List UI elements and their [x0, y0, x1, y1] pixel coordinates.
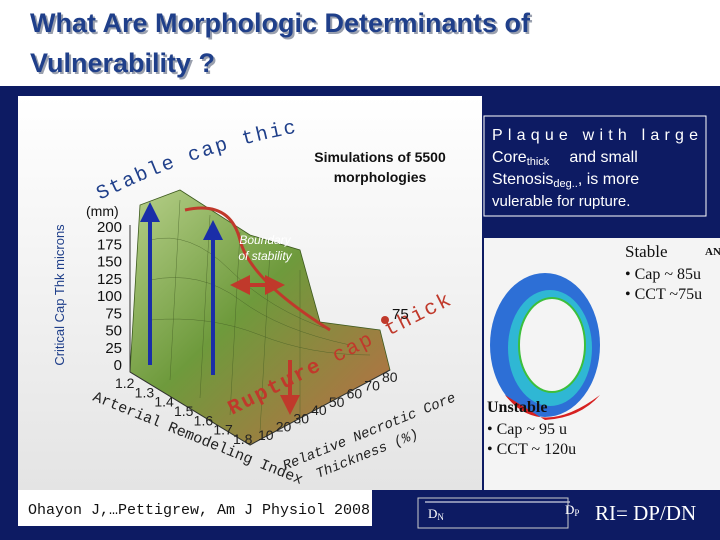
unstable-label: Unstable [487, 399, 547, 416]
simulations-label: Simulations of 5500 [314, 149, 446, 165]
z-tick-label: 200 [97, 219, 122, 236]
marker-label: 75 [392, 306, 409, 323]
y-tick-label: 50 [329, 394, 345, 410]
boundary-label: of stability [238, 249, 292, 263]
artery-model [490, 273, 600, 420]
stable-detail: • CCT ~75u [625, 286, 702, 303]
title: What Are Morphologic Determinants of Wha… [30, 8, 533, 80]
lumen [519, 298, 585, 392]
x-tick-label: 1.7 [213, 422, 233, 438]
y-axis-line [249, 369, 391, 446]
callout-text: , is more [578, 171, 639, 188]
stable-label: Stable [625, 242, 668, 261]
x-tick-label: 1.6 [194, 412, 214, 428]
citation-journal: Am J Physiol 2008 [217, 502, 370, 519]
callout-text: and small [569, 149, 637, 166]
callout-text: Stenosis [492, 171, 553, 188]
ri-formula: RI= DP/DN [595, 501, 696, 525]
diameter-frame [417, 497, 569, 529]
callout-subscript: thick [527, 156, 550, 168]
z-axis-label: Critical Cap Thk microns [52, 224, 67, 366]
x-axis-line [129, 371, 251, 446]
z-tick-label: 100 [97, 288, 122, 305]
dp-label: DP [565, 502, 579, 518]
title-band [0, 0, 720, 86]
title-shadow: Vulnerability ? [32, 50, 217, 80]
y-tick-label: 10 [258, 427, 274, 443]
y-tick-label: 70 [364, 377, 380, 393]
citation-authors: Ohayon J,…Pettigrew, [28, 502, 208, 519]
y-tick-label: 60 [347, 386, 363, 402]
panel-labels: Stable AN • Cap ~ 85u • CCT ~75u Unstabl… [487, 242, 720, 458]
y-tick-label: 20 [276, 419, 292, 435]
z-tick-label: 175 [97, 236, 122, 253]
surface-grid [149, 199, 371, 433]
dp-sub: P [574, 508, 579, 518]
unstable-detail: • Cap ~ 95 u [487, 421, 567, 438]
marker-dot [381, 316, 389, 324]
callout-line: vulerable for rupture. [492, 193, 630, 210]
dn-letter: D [428, 506, 437, 521]
callout-line: Corethick and small [492, 149, 638, 168]
y-tick-label: 30 [293, 410, 309, 426]
z-tick-label: 25 [105, 340, 122, 357]
necrotic-core [505, 395, 600, 420]
z-tick-label: 150 [97, 254, 122, 271]
citation-box [18, 490, 372, 526]
callout-box [483, 115, 707, 217]
z-tick-label: 75 [105, 305, 122, 322]
x-tick-label: 1.3 [135, 384, 155, 400]
boundary-label: Boundary [239, 233, 291, 247]
unstable-detail: • CCT ~ 120u [487, 441, 576, 458]
x-tick-label: 1.4 [154, 394, 174, 410]
z-tick-label: 50 [105, 323, 122, 340]
ri-labels: DN DP RI= DP/DN [428, 501, 696, 525]
tick-labels: 20017515012510075502501.21.31.41.51.61.7… [97, 219, 398, 447]
stable-detail: • Cap ~ 85u [625, 266, 701, 283]
z-tick-label: 125 [97, 271, 122, 288]
corner-label: AN [705, 246, 720, 258]
dn-label: DN [428, 506, 444, 522]
x-tick-label: 1.8 [233, 431, 253, 447]
x-tick-label: 1.5 [174, 403, 194, 419]
x-tick-label: 1.2 [115, 375, 135, 391]
title-line: Vulnerability ? [30, 48, 215, 78]
callout-line: Stenosisdeg.., is more [492, 171, 639, 190]
z-tick-label: 0 [114, 357, 122, 374]
title-line: What Are Morphologic Determinants of [30, 8, 531, 38]
callout-text: Core [492, 149, 527, 166]
lumen-edge [518, 297, 586, 393]
surface-plot [129, 189, 391, 446]
y-tick-label: 40 [311, 402, 327, 418]
simulations-label: morphologies [334, 169, 427, 185]
callout-subscript: deg.. [553, 178, 577, 190]
dp-letter: D [565, 502, 574, 517]
dn-sub: N [437, 512, 444, 522]
y-tick-label: 80 [382, 369, 398, 385]
boundary-curve [184, 206, 331, 332]
z-unit: (mm) [86, 203, 119, 219]
title-shadow: What Are Morphologic Determinants of [32, 10, 533, 40]
